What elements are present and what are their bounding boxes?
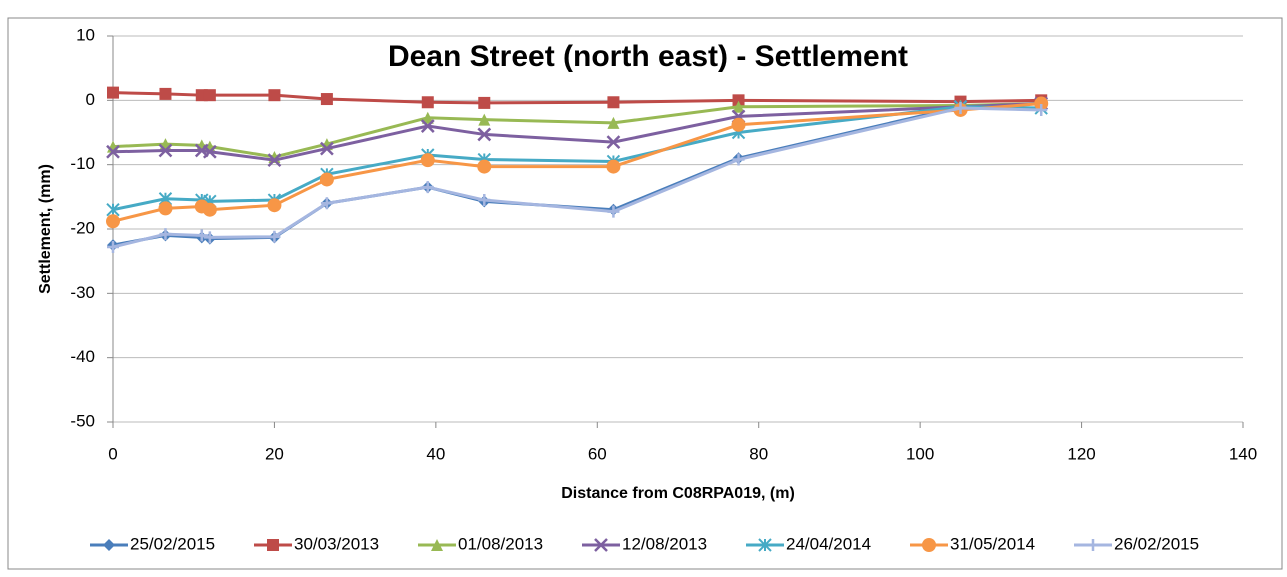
marker: [195, 229, 208, 242]
marker: [202, 144, 217, 159]
legend-label: 12/08/2013: [622, 534, 707, 553]
legend-label: 31/05/2014: [950, 534, 1035, 553]
marker: [607, 96, 620, 109]
marker: [420, 119, 435, 133]
marker: [1034, 96, 1049, 111]
marker: [478, 194, 491, 207]
marker: [607, 205, 620, 218]
marker: [320, 141, 334, 156]
marker: [107, 86, 119, 99]
marker: [158, 143, 173, 158]
legend-label: 30/03/2013: [294, 534, 379, 553]
marker: [107, 241, 119, 254]
marker: [203, 231, 216, 244]
marker: [922, 538, 936, 552]
marker: [319, 172, 334, 187]
marker: [758, 538, 772, 552]
marker: [421, 111, 434, 124]
y-axis-title: Settlement, (mm): [37, 164, 54, 294]
chart-title: Dean Street (north east) - Settlement: [388, 40, 908, 73]
y-tick-label: -40: [70, 347, 95, 366]
series-line: [112, 91, 1042, 105]
series-line: [112, 106, 1042, 249]
marker: [320, 93, 333, 106]
series-line: [112, 102, 1042, 162]
marker: [202, 202, 217, 217]
marker: [158, 201, 173, 216]
marker: [594, 538, 608, 552]
x-tick-label: 0: [108, 444, 117, 463]
marker: [731, 117, 746, 132]
x-axis-title: Distance from C08RPA019, (m): [561, 485, 795, 502]
marker: [268, 230, 281, 243]
marker: [1087, 539, 1099, 551]
marker: [103, 539, 115, 551]
marker: [732, 94, 745, 107]
marker: [478, 96, 491, 109]
legend-label: 25/02/2015: [130, 534, 215, 553]
marker: [106, 214, 120, 229]
y-tick-label: -20: [70, 218, 95, 237]
marker: [1035, 103, 1048, 116]
marker: [431, 539, 443, 551]
marker: [420, 153, 435, 168]
marker: [106, 202, 120, 217]
marker: [203, 89, 216, 102]
marker: [267, 539, 279, 551]
y-tick-label: 0: [86, 90, 95, 109]
legend-label: 01/08/2013: [458, 534, 543, 553]
marker: [732, 153, 745, 166]
y-tick-label: -30: [70, 283, 95, 302]
marker: [106, 144, 120, 159]
marker: [954, 102, 967, 115]
x-tick-label: 100: [906, 444, 934, 463]
marker: [159, 228, 172, 241]
y-tick-label: -10: [70, 154, 95, 173]
marker: [320, 197, 333, 210]
marker: [421, 96, 434, 109]
marker: [268, 89, 281, 102]
x-tick-label: 60: [588, 444, 607, 463]
marker: [267, 153, 282, 168]
legend-label: 24/04/2014: [786, 534, 871, 553]
y-tick-label: 10: [76, 25, 95, 44]
marker: [477, 127, 492, 142]
marker: [159, 87, 172, 100]
marker: [606, 135, 621, 150]
marker: [606, 159, 621, 174]
x-tick-label: 20: [265, 444, 284, 463]
marker: [267, 198, 282, 213]
x-tick-label: 120: [1067, 444, 1095, 463]
marker: [732, 100, 745, 113]
marker: [478, 113, 491, 126]
series-line: [112, 105, 1042, 212]
x-tick-label: 40: [426, 444, 445, 463]
x-tick-label: 140: [1229, 444, 1257, 463]
legend-label: 26/02/2015: [1114, 534, 1199, 553]
x-tick-label: 80: [749, 444, 768, 463]
marker: [607, 116, 620, 129]
marker: [421, 181, 434, 194]
marker: [477, 159, 492, 174]
y-tick-label: -50: [70, 411, 95, 430]
